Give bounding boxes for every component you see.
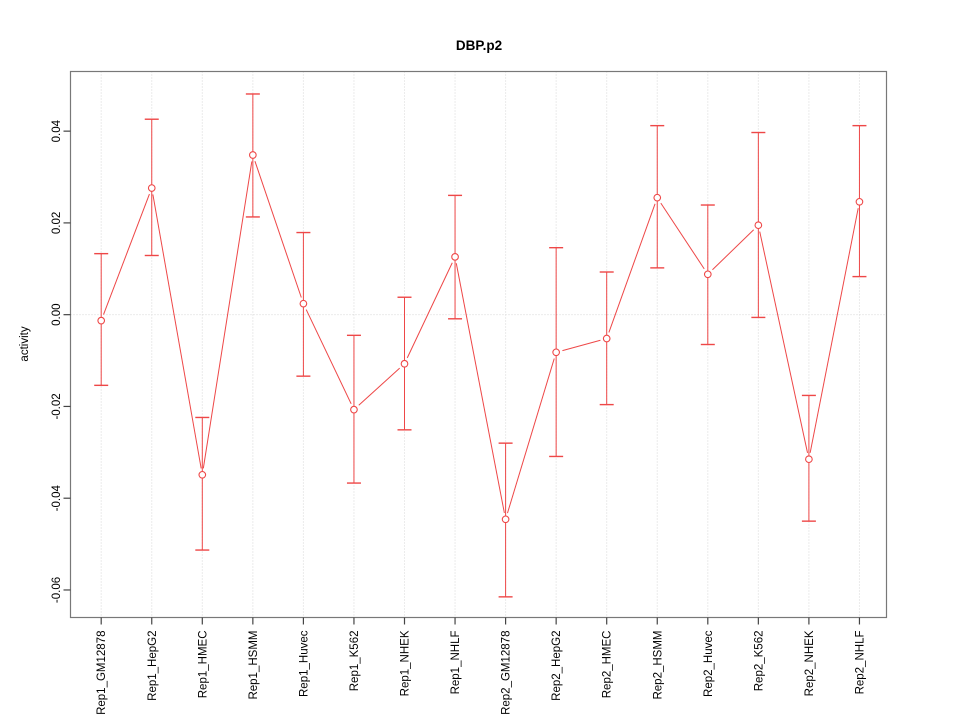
data-point	[703, 270, 712, 279]
data-point	[552, 348, 561, 357]
x-tick-label: Rep2_GM12878	[501, 631, 513, 715]
data-point	[198, 470, 207, 479]
x-tick-label: Rep1_GM12878	[96, 631, 108, 715]
data-point	[97, 316, 106, 325]
series-line-segment	[152, 194, 202, 469]
series-line-segment	[507, 358, 555, 514]
data-point	[350, 405, 358, 414]
series-line-segment	[759, 231, 809, 453]
series-line-segment	[305, 309, 352, 405]
x-tick-label: Rep2_HepG2	[551, 631, 563, 701]
x-tick-label: Rep1_NHLF	[450, 631, 462, 695]
x-tick-label: Rep2_K562	[753, 631, 765, 692]
x-tick-label: Rep1_HMEC	[197, 631, 209, 699]
y-tick-label: 0.02	[51, 212, 63, 234]
x-tick-label: Rep1_NHEK	[400, 630, 412, 696]
x-tick-label: Rep2_HMEC	[602, 631, 614, 699]
chart-title: DBP.p2	[455, 38, 503, 53]
y-axis-title: activity	[19, 326, 31, 362]
series-line-segment	[455, 263, 505, 514]
series-line-segment	[406, 262, 453, 359]
series-line-segment	[712, 229, 755, 271]
plot-border	[69, 70, 888, 619]
data-point	[754, 221, 763, 230]
y-tick-label: -0.04	[51, 484, 63, 511]
data-point	[805, 455, 813, 464]
x-tick-label: Rep2_HSMM	[652, 631, 664, 700]
x-tick-label: Rep1_K562	[349, 631, 361, 692]
y-tick-label: 0.00	[51, 303, 63, 325]
data-point	[400, 359, 409, 368]
series-line-segment	[358, 367, 401, 406]
series-line-segment	[562, 339, 601, 352]
y-tick-label: -0.02	[51, 393, 63, 419]
data-point	[147, 184, 156, 192]
series-line-segment	[660, 202, 705, 270]
x-tick-label: Rep1_HepG2	[147, 631, 159, 701]
series-line-segment	[103, 193, 150, 315]
x-tick-label: Rep2_Huvec	[703, 630, 715, 697]
x-tick-label: Rep2_NHLF	[854, 631, 866, 695]
x-tick-label: Rep1_HSMM	[248, 631, 260, 700]
data-point	[855, 197, 864, 206]
data-point	[249, 151, 257, 159]
series-line-segment	[202, 161, 253, 469]
series-line-segment	[608, 203, 656, 333]
data-point	[501, 515, 510, 524]
x-tick-label: Rep2_NHEK	[804, 630, 816, 696]
data-point	[653, 193, 662, 202]
data-point	[602, 334, 611, 343]
series-line-segment	[254, 160, 302, 298]
x-tick-label: Rep1_Huvec	[298, 630, 310, 697]
data-point	[299, 299, 308, 308]
series-line-segment	[809, 208, 859, 453]
y-tick-label: 0.04	[51, 119, 63, 142]
y-tick-label: -0.06	[51, 577, 63, 603]
data-point	[451, 253, 459, 261]
